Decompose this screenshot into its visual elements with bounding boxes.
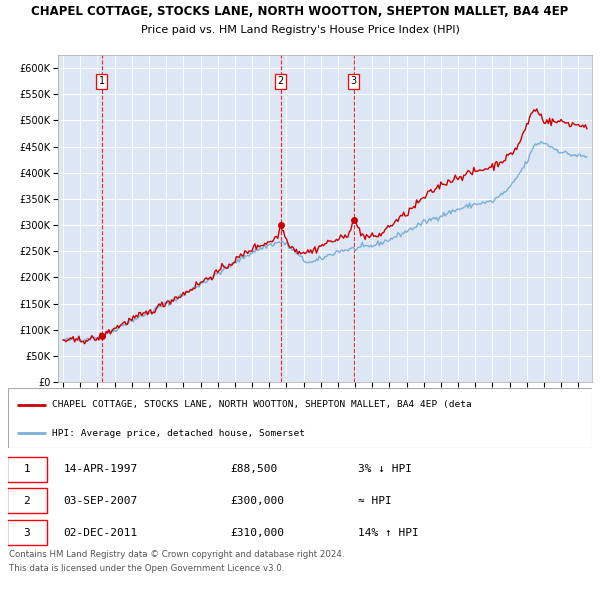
Text: 1: 1 xyxy=(99,76,105,86)
Text: 3: 3 xyxy=(350,76,357,86)
Text: 3% ↓ HPI: 3% ↓ HPI xyxy=(358,464,412,474)
Text: 3: 3 xyxy=(23,527,30,537)
FancyBboxPatch shape xyxy=(7,489,47,513)
Text: CHAPEL COTTAGE, STOCKS LANE, NORTH WOOTTON, SHEPTON MALLET, BA4 4EP: CHAPEL COTTAGE, STOCKS LANE, NORTH WOOTT… xyxy=(31,5,569,18)
Text: HPI: Average price, detached house, Somerset: HPI: Average price, detached house, Some… xyxy=(52,428,305,438)
Text: CHAPEL COTTAGE, STOCKS LANE, NORTH WOOTTON, SHEPTON MALLET, BA4 4EP (deta: CHAPEL COTTAGE, STOCKS LANE, NORTH WOOTT… xyxy=(52,400,472,409)
Text: 14-APR-1997: 14-APR-1997 xyxy=(64,464,138,474)
FancyBboxPatch shape xyxy=(7,520,47,545)
Text: £88,500: £88,500 xyxy=(230,464,277,474)
Text: This data is licensed under the Open Government Licence v3.0.: This data is licensed under the Open Gov… xyxy=(9,564,284,573)
Text: 02-DEC-2011: 02-DEC-2011 xyxy=(64,527,138,537)
FancyBboxPatch shape xyxy=(7,457,47,482)
Text: Price paid vs. HM Land Registry's House Price Index (HPI): Price paid vs. HM Land Registry's House … xyxy=(140,25,460,35)
Text: £300,000: £300,000 xyxy=(230,496,284,506)
Text: 2: 2 xyxy=(23,496,30,506)
Text: 1: 1 xyxy=(23,464,30,474)
Text: 2: 2 xyxy=(278,76,284,86)
Text: 14% ↑ HPI: 14% ↑ HPI xyxy=(358,527,419,537)
Text: 03-SEP-2007: 03-SEP-2007 xyxy=(64,496,138,506)
Text: £310,000: £310,000 xyxy=(230,527,284,537)
Text: ≈ HPI: ≈ HPI xyxy=(358,496,392,506)
Text: Contains HM Land Registry data © Crown copyright and database right 2024.: Contains HM Land Registry data © Crown c… xyxy=(9,550,344,559)
